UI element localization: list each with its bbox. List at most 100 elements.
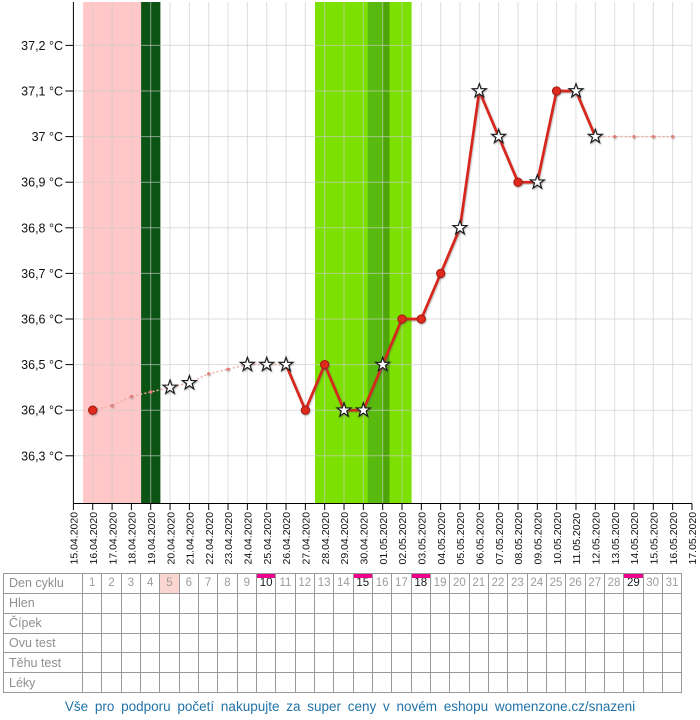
star-marker (470, 81, 489, 99)
day-header-cell: 24 (527, 574, 547, 594)
y-tick-label: 36,5 °C (21, 358, 63, 372)
table-cell (276, 653, 296, 674)
table-cell (430, 613, 451, 634)
band-ovulation-stripe-a (367, 2, 383, 504)
star-marker (180, 373, 199, 391)
x-date-label: 21.04.2020 (185, 512, 197, 565)
table-cell (295, 673, 315, 694)
day-header-cell: 7 (198, 574, 219, 594)
table-cell (662, 613, 683, 634)
table-cell (160, 593, 180, 614)
table-cell (372, 653, 393, 674)
table-cell (256, 593, 277, 614)
cycle-day-table: Den cyklu 1 2 3 4 5 6 7 8 9 10 11 12 13 14 15 16 17 18 19 20… (3, 573, 683, 694)
table-cell (198, 673, 219, 694)
table-cell (662, 653, 683, 674)
table-cell (179, 633, 199, 654)
temperature-point (436, 268, 446, 279)
table-cell (546, 673, 567, 694)
day-header-cell: 12 (295, 574, 315, 594)
table-cell (643, 633, 663, 654)
table-cell (488, 593, 509, 614)
day-header-cell: 15 (353, 574, 373, 594)
y-tick-label: 36,8 °C (21, 221, 63, 235)
x-date-label: 26.04.2020 (281, 512, 293, 565)
day-header-cell: 8 (218, 574, 238, 594)
day-header-cell: 19 (430, 574, 451, 594)
table-cell (624, 633, 644, 654)
table-cell (140, 653, 161, 674)
day-header-cell: 9 (237, 574, 257, 594)
day-header-cell: 27 (585, 574, 605, 594)
table-cell (218, 673, 238, 694)
y-tick-label: 37,1 °C (21, 85, 63, 99)
table-cell (314, 613, 335, 634)
table-cell (508, 593, 528, 614)
table-cell (662, 673, 683, 694)
y-axis-labels: 37,2 °C 37,1 °C 37 °C 36,9 °C 36,8 °C 36,7 °C… (21, 39, 63, 463)
temperature-point (416, 314, 426, 324)
day-header-cell: 3 (121, 574, 141, 594)
table-cell (334, 593, 354, 614)
interpolated-point (671, 135, 675, 139)
table-cell (276, 673, 296, 694)
interpolated-point (226, 367, 230, 371)
day-header-cell: 21 (469, 574, 489, 594)
table-cell (566, 593, 586, 614)
day-header-cell: 29 (624, 574, 644, 594)
x-date-label: 28.04.2020 (320, 512, 332, 565)
day-highlight-bar (411, 574, 430, 578)
table-cell (372, 673, 393, 694)
table-cell (488, 653, 509, 674)
table-cell (624, 593, 644, 614)
footer-shop-link[interactable]: Vše pro podporu početí nakupujte za supe… (64, 699, 636, 714)
day-header-cell: 2 (102, 574, 122, 594)
star-marker (161, 378, 179, 395)
table-cell (566, 653, 586, 674)
row-label--pek: Čípek (4, 613, 83, 634)
x-date-label: 20.04.2020 (165, 512, 177, 565)
table-cell (314, 633, 335, 654)
table-cell (411, 633, 431, 654)
table-cell (160, 613, 180, 634)
table-cell (469, 613, 489, 634)
table-cell (527, 593, 547, 614)
table-cell (430, 673, 451, 694)
table-cell (237, 653, 257, 674)
star-marker (489, 127, 508, 145)
table-cell (450, 633, 470, 654)
table-cell (546, 613, 567, 634)
star-marker (567, 81, 585, 99)
star-marker (258, 355, 276, 373)
star-marker (277, 355, 295, 373)
day-header-cell: 14 (334, 574, 354, 594)
table-cell (179, 593, 199, 614)
x-date-label: 08.05.2020 (513, 512, 525, 565)
table-cell (83, 653, 103, 674)
day-header-cell: 10 (256, 574, 277, 594)
table-cell (179, 613, 199, 634)
table-cell (102, 653, 122, 674)
x-date-label: 22.04.2020 (204, 512, 216, 565)
table-cell (566, 673, 586, 694)
table-cell (237, 673, 257, 694)
temperature-point (551, 86, 562, 96)
table-cell (218, 593, 238, 614)
table-cell (527, 633, 547, 654)
table-cell (276, 593, 296, 614)
star-marker (528, 173, 547, 190)
table-cell (469, 653, 489, 674)
table-cell (353, 613, 373, 634)
day-header-cell: 26 (566, 574, 586, 594)
y-tick-label: 36,6 °C (21, 313, 63, 327)
day-highlight-bar (624, 574, 643, 578)
table-cell (488, 613, 509, 634)
table-cell (198, 653, 219, 674)
table-cell (643, 673, 663, 694)
y-tick-label: 36,4 °C (21, 404, 63, 418)
table-cell (334, 673, 354, 694)
table-cell (102, 633, 122, 654)
table-cell (353, 593, 373, 614)
table-cell (256, 633, 277, 654)
